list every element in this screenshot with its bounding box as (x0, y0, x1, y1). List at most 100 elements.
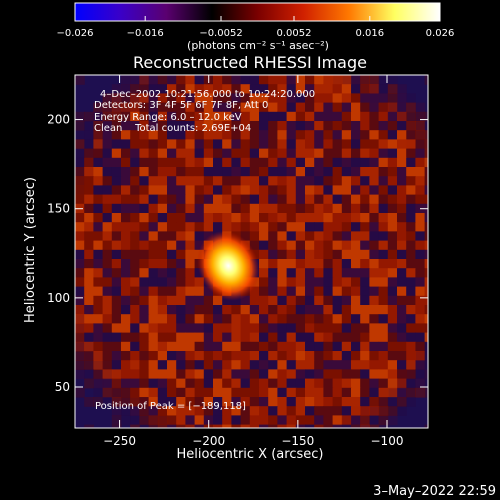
heatmap-cell (369, 341, 380, 352)
heatmap-cell (387, 185, 398, 196)
heatmap-cell (176, 332, 186, 343)
heatmap-cell (387, 121, 398, 131)
heatmap-cell (341, 369, 352, 380)
heatmap-cell (314, 323, 324, 334)
heatmap-cell (102, 102, 113, 113)
heatmap-cell (231, 369, 242, 380)
heatmap-cell (259, 424, 269, 428)
heatmap-cell (415, 341, 426, 352)
heatmap-cell (406, 194, 416, 205)
heatmap-cell (249, 102, 260, 113)
heatmap-cell (332, 268, 343, 278)
heatmap-cell (213, 295, 223, 306)
heatmap-cell (277, 203, 288, 214)
heatmap-cell (75, 369, 85, 380)
heatmap-cell (185, 341, 196, 352)
heatmap-cell (323, 360, 334, 370)
heatmap-cell (185, 93, 196, 104)
heatmap-cell (148, 102, 159, 113)
heatmap-cell (387, 139, 398, 150)
heatmap-cell (360, 157, 370, 168)
heatmap-cell (360, 121, 370, 131)
heatmap-cell (369, 369, 380, 380)
heatmap-cell (351, 222, 361, 232)
heatmap-cell (341, 130, 352, 140)
heatmap-cell (295, 406, 306, 416)
heatmap-cell (167, 102, 177, 113)
heatmap-cell (277, 231, 288, 242)
heatmap-cell (93, 102, 104, 113)
heatmap-cell (268, 305, 278, 315)
heatmap-cell (111, 387, 122, 398)
heatmap-cell (231, 203, 242, 214)
heatmap-cell (295, 351, 306, 361)
heatmap-cell (148, 75, 159, 85)
heatmap-cell (249, 369, 260, 380)
heatmap-cell (111, 231, 122, 242)
heatmap-cell (332, 259, 343, 269)
heatmap-cell (240, 341, 251, 352)
heatmap-cell (286, 84, 297, 94)
heatmap-cell (203, 378, 214, 389)
heatmap-cell (111, 397, 122, 407)
heatmap-cell (295, 305, 306, 315)
heatmap-cell (139, 397, 150, 407)
heatmap-cell (167, 213, 177, 223)
heatmap-cell (387, 397, 398, 407)
heatmap-cell (185, 323, 196, 334)
heatmap-cell (121, 231, 131, 242)
heatmap-cell (323, 305, 334, 315)
heatmap-cell (323, 341, 334, 352)
heatmap-cell (295, 148, 306, 159)
heatmap-cell (341, 176, 352, 186)
heatmap-cell (249, 185, 260, 196)
heatmap-cell (305, 314, 315, 324)
heatmap-cell (231, 111, 242, 122)
heatmap-cell (121, 111, 131, 122)
heatmap-cell (397, 360, 407, 370)
heatmap-cell (148, 148, 159, 159)
heatmap-cell (249, 231, 260, 242)
heatmap-cell (360, 268, 370, 278)
heatmap-cell (424, 139, 428, 150)
heatmap-cell (314, 259, 324, 269)
heatmap-cell (415, 351, 426, 361)
heatmap-cell (351, 259, 361, 269)
heatmap-cell (286, 387, 297, 398)
heatmap-cell (121, 378, 131, 389)
heatmap-cell (332, 332, 343, 343)
heatmap-cell (176, 259, 186, 269)
heatmap-cell (323, 277, 334, 288)
heatmap-cell (268, 185, 278, 196)
heatmap-cell (84, 213, 94, 223)
heatmap-cell (323, 286, 334, 297)
heatmap-cell (176, 415, 186, 426)
heatmap-cell (176, 240, 186, 251)
heatmap-cell (111, 295, 122, 306)
heatmap-cell (130, 249, 140, 260)
heatmap-cell (378, 121, 389, 131)
heatmap-cell (387, 286, 398, 297)
heatmap-cell (369, 102, 380, 113)
heatmap-cell (194, 387, 205, 398)
heatmap-cell (268, 360, 278, 370)
heatmap-cell (378, 387, 389, 398)
heatmap-cell (111, 84, 122, 94)
heatmap-cell (286, 203, 297, 214)
heatmap-cell (341, 240, 352, 251)
heatmap-cell (323, 351, 334, 361)
heatmap-cell (369, 185, 380, 196)
heatmap-cell (259, 406, 269, 416)
heatmap-cell (148, 424, 159, 428)
heatmap-cell (194, 93, 205, 104)
heatmap-cell (286, 167, 297, 177)
colorbar-tick-label: 0.026 (426, 28, 455, 39)
heatmap-cell (167, 295, 177, 306)
heatmap-cell (323, 295, 334, 306)
heatmap-cell (213, 93, 223, 104)
heatmap-cell (194, 341, 205, 352)
heatmap-cell (387, 360, 398, 370)
heatmap-cell (424, 360, 428, 370)
heatmap-cell (139, 305, 150, 315)
heatmap-cell (213, 305, 223, 315)
